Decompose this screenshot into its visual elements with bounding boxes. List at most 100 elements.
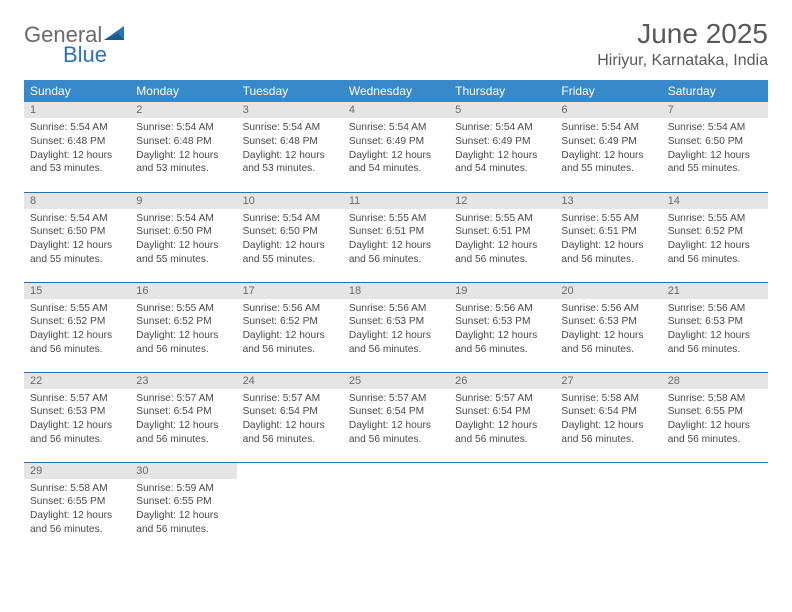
day-detail: Sunrise: 5:54 AMSunset: 6:50 PMDaylight:… [237,209,343,273]
day-number: 22 [24,373,130,389]
sunrise-line: Sunrise: 5:59 AM [136,482,230,496]
day-detail: Sunrise: 5:57 AMSunset: 6:53 PMDaylight:… [24,389,130,453]
calendar-day-cell: 22Sunrise: 5:57 AMSunset: 6:53 PMDayligh… [24,372,130,462]
sunset-line: Sunset: 6:51 PM [561,225,655,239]
day-detail: Sunrise: 5:59 AMSunset: 6:55 PMDaylight:… [130,479,236,543]
day-detail: Sunrise: 5:54 AMSunset: 6:49 PMDaylight:… [555,118,661,182]
day-number: 10 [237,193,343,209]
sunrise-line: Sunrise: 5:55 AM [136,302,230,316]
sunset-line: Sunset: 6:53 PM [349,315,443,329]
day-number: 24 [237,373,343,389]
day-detail: Sunrise: 5:56 AMSunset: 6:53 PMDaylight:… [449,299,555,363]
daylight-line: Daylight: 12 hours and 56 minutes. [561,329,655,357]
calendar-day-cell: 1Sunrise: 5:54 AMSunset: 6:48 PMDaylight… [24,102,130,192]
day-detail: Sunrise: 5:58 AMSunset: 6:55 PMDaylight:… [662,389,768,453]
daylight-line: Daylight: 12 hours and 56 minutes. [455,239,549,267]
weekday-header-row: Sunday Monday Tuesday Wednesday Thursday… [24,80,768,102]
sunrise-line: Sunrise: 5:55 AM [455,212,549,226]
sunset-line: Sunset: 6:50 PM [30,225,124,239]
location-subtitle: Hiriyur, Karnataka, India [597,52,768,70]
month-title: June 2025 [597,18,768,50]
day-detail: Sunrise: 5:54 AMSunset: 6:50 PMDaylight:… [662,118,768,182]
calendar-day-cell: 21Sunrise: 5:56 AMSunset: 6:53 PMDayligh… [662,282,768,372]
day-number: 4 [343,102,449,118]
day-number: 12 [449,193,555,209]
calendar-day-cell: 25Sunrise: 5:57 AMSunset: 6:54 PMDayligh… [343,372,449,462]
calendar-day-cell: 20Sunrise: 5:56 AMSunset: 6:53 PMDayligh… [555,282,661,372]
weekday-header: Wednesday [343,80,449,102]
daylight-line: Daylight: 12 hours and 56 minutes. [349,239,443,267]
daylight-line: Daylight: 12 hours and 56 minutes. [243,419,337,447]
sunrise-line: Sunrise: 5:54 AM [30,121,124,135]
daylight-line: Daylight: 12 hours and 56 minutes. [455,419,549,447]
daylight-line: Daylight: 12 hours and 54 minutes. [455,149,549,177]
day-number: 27 [555,373,661,389]
calendar-day-cell: 13Sunrise: 5:55 AMSunset: 6:51 PMDayligh… [555,192,661,282]
daylight-line: Daylight: 12 hours and 53 minutes. [136,149,230,177]
sunset-line: Sunset: 6:51 PM [349,225,443,239]
calendar-day-cell: 23Sunrise: 5:57 AMSunset: 6:54 PMDayligh… [130,372,236,462]
sunrise-line: Sunrise: 5:55 AM [349,212,443,226]
sunrise-line: Sunrise: 5:56 AM [561,302,655,316]
sunrise-line: Sunrise: 5:56 AM [243,302,337,316]
day-number: 8 [24,193,130,209]
day-detail: Sunrise: 5:54 AMSunset: 6:50 PMDaylight:… [130,209,236,273]
calendar-day-cell: 10Sunrise: 5:54 AMSunset: 6:50 PMDayligh… [237,192,343,282]
day-number: 20 [555,283,661,299]
day-detail: Sunrise: 5:56 AMSunset: 6:53 PMDaylight:… [343,299,449,363]
daylight-line: Daylight: 12 hours and 56 minutes. [668,419,762,447]
sunset-line: Sunset: 6:50 PM [243,225,337,239]
sunrise-line: Sunrise: 5:55 AM [561,212,655,226]
calendar-day-cell [449,462,555,552]
day-detail: Sunrise: 5:57 AMSunset: 6:54 PMDaylight:… [130,389,236,453]
sunset-line: Sunset: 6:53 PM [30,405,124,419]
daylight-line: Daylight: 12 hours and 56 minutes. [30,419,124,447]
daylight-line: Daylight: 12 hours and 56 minutes. [30,329,124,357]
sunset-line: Sunset: 6:53 PM [561,315,655,329]
daylight-line: Daylight: 12 hours and 56 minutes. [455,329,549,357]
calendar-day-cell [662,462,768,552]
sunrise-line: Sunrise: 5:55 AM [30,302,124,316]
sunset-line: Sunset: 6:54 PM [561,405,655,419]
sunset-line: Sunset: 6:48 PM [30,135,124,149]
calendar-day-cell [237,462,343,552]
day-detail: Sunrise: 5:57 AMSunset: 6:54 PMDaylight:… [343,389,449,453]
calendar-day-cell: 19Sunrise: 5:56 AMSunset: 6:53 PMDayligh… [449,282,555,372]
calendar-week-row: 8Sunrise: 5:54 AMSunset: 6:50 PMDaylight… [24,192,768,282]
sunrise-line: Sunrise: 5:56 AM [668,302,762,316]
day-detail: Sunrise: 5:56 AMSunset: 6:53 PMDaylight:… [662,299,768,363]
daylight-line: Daylight: 12 hours and 55 minutes. [30,239,124,267]
daylight-line: Daylight: 12 hours and 53 minutes. [30,149,124,177]
day-detail: Sunrise: 5:57 AMSunset: 6:54 PMDaylight:… [237,389,343,453]
sunrise-line: Sunrise: 5:57 AM [455,392,549,406]
sunrise-line: Sunrise: 5:54 AM [349,121,443,135]
daylight-line: Daylight: 12 hours and 53 minutes. [243,149,337,177]
day-number: 21 [662,283,768,299]
calendar-week-row: 15Sunrise: 5:55 AMSunset: 6:52 PMDayligh… [24,282,768,372]
sunset-line: Sunset: 6:52 PM [30,315,124,329]
sunrise-line: Sunrise: 5:57 AM [349,392,443,406]
calendar-day-cell: 16Sunrise: 5:55 AMSunset: 6:52 PMDayligh… [130,282,236,372]
calendar-day-cell: 14Sunrise: 5:55 AMSunset: 6:52 PMDayligh… [662,192,768,282]
title-block: June 2025 Hiriyur, Karnataka, India [597,18,768,70]
calendar-day-cell: 15Sunrise: 5:55 AMSunset: 6:52 PMDayligh… [24,282,130,372]
daylight-line: Daylight: 12 hours and 56 minutes. [668,329,762,357]
daylight-line: Daylight: 12 hours and 55 minutes. [668,149,762,177]
sunrise-line: Sunrise: 5:54 AM [136,121,230,135]
daylight-line: Daylight: 12 hours and 56 minutes. [136,329,230,357]
calendar-day-cell: 26Sunrise: 5:57 AMSunset: 6:54 PMDayligh… [449,372,555,462]
day-detail: Sunrise: 5:54 AMSunset: 6:49 PMDaylight:… [449,118,555,182]
day-detail: Sunrise: 5:55 AMSunset: 6:52 PMDaylight:… [130,299,236,363]
logo-triangle-icon [104,22,126,48]
calendar-day-cell: 3Sunrise: 5:54 AMSunset: 6:48 PMDaylight… [237,102,343,192]
calendar-week-row: 1Sunrise: 5:54 AMSunset: 6:48 PMDaylight… [24,102,768,192]
day-number: 13 [555,193,661,209]
day-detail: Sunrise: 5:54 AMSunset: 6:48 PMDaylight:… [24,118,130,182]
day-detail: Sunrise: 5:56 AMSunset: 6:53 PMDaylight:… [555,299,661,363]
daylight-line: Daylight: 12 hours and 56 minutes. [243,329,337,357]
day-detail: Sunrise: 5:54 AMSunset: 6:48 PMDaylight:… [130,118,236,182]
sunset-line: Sunset: 6:49 PM [561,135,655,149]
sunset-line: Sunset: 6:51 PM [455,225,549,239]
calendar-day-cell: 24Sunrise: 5:57 AMSunset: 6:54 PMDayligh… [237,372,343,462]
day-number: 25 [343,373,449,389]
